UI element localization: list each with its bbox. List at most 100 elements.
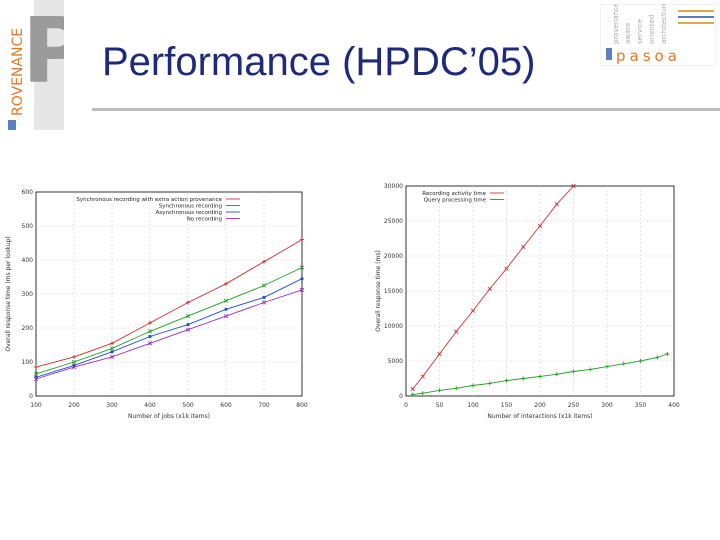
data-point	[261, 283, 267, 288]
x-tick-label: 600	[220, 402, 232, 409]
data-point	[72, 354, 76, 359]
legend-label: Recording activity time	[422, 191, 486, 197]
pasoa-logo-line: aware	[624, 23, 632, 44]
title-divider	[92, 108, 720, 111]
x-tick-label: 100	[467, 402, 479, 409]
data-point	[470, 308, 476, 313]
chart-response-vs-interactions: 0 50 100 150 200 250 300 350 400 0 5000 10000 15000 2…	[375, 183, 680, 420]
logo-big-letter: P	[22, 0, 64, 104]
y-tick-label: 0	[399, 393, 403, 400]
provenance-logo: P ROVENANCE	[0, 0, 64, 130]
x-tick-label: 200	[68, 402, 80, 409]
x-tick-label: 400	[144, 402, 156, 409]
data-point	[537, 223, 543, 229]
data-point	[185, 313, 191, 319]
x-tick-label: 250	[568, 402, 580, 409]
data-point	[299, 265, 305, 270]
y-tick-label: 5000	[388, 358, 403, 365]
y-tick-label: 200	[22, 325, 34, 332]
data-point	[261, 300, 267, 305]
data-point	[504, 378, 509, 383]
data-point	[521, 376, 526, 381]
series-line	[35, 289, 303, 380]
y-tick-label: 100	[22, 359, 34, 366]
y-tick-label: 25000	[384, 218, 403, 225]
data-point	[571, 183, 576, 189]
data-point	[33, 376, 39, 382]
chart-response-vs-jobs: 100 200 300 400 500 600 700 800 0 100 200 300 400 500…	[5, 189, 308, 420]
y-axis-label: Overall response time (ms)	[375, 250, 382, 332]
x-axis-label: Number of jobs (x1k items)	[128, 413, 210, 420]
data-point	[186, 323, 190, 327]
pasoa-name: pasoa	[616, 47, 681, 65]
x-tick-label: 300	[601, 402, 613, 409]
data-point	[224, 281, 228, 286]
data-point	[538, 374, 542, 379]
data-point	[588, 367, 593, 372]
data-point	[262, 295, 266, 299]
data-point	[487, 381, 492, 386]
series-line	[35, 267, 303, 375]
y-tick-label: 600	[22, 189, 34, 196]
data-point	[186, 300, 190, 305]
data-point	[148, 320, 152, 325]
data-point	[300, 237, 304, 242]
data-point	[110, 350, 114, 354]
y-tick-label: 0	[29, 393, 33, 400]
data-point	[487, 286, 492, 292]
data-point	[471, 383, 475, 388]
data-point	[410, 392, 415, 397]
x-tick-label: 400	[668, 402, 680, 409]
x-tick-label: 0	[404, 402, 408, 409]
pasoa-logo-line: oriented	[648, 15, 656, 44]
data-point	[554, 372, 559, 377]
x-tick-label: 50	[436, 402, 444, 409]
legend-label: Asynchronous recording	[156, 210, 222, 216]
data-point	[148, 334, 152, 339]
data-point	[571, 369, 576, 374]
data-point	[223, 298, 229, 303]
series-line	[35, 239, 303, 368]
legend-label: Synchronous recording with extra action …	[76, 197, 222, 203]
data-point	[410, 386, 415, 392]
x-tick-label: 100	[30, 402, 42, 409]
data-point	[299, 287, 305, 293]
x-tick-label: 500	[182, 402, 194, 409]
data-point	[437, 388, 442, 393]
data-point	[33, 371, 39, 377]
pasoa-logo-line: architecture	[660, 4, 668, 44]
slide-title: Performance (HPDC’05)	[102, 40, 536, 84]
data-point	[420, 374, 425, 379]
data-point	[521, 244, 526, 250]
data-point	[34, 365, 38, 370]
data-point	[71, 364, 77, 370]
y-tick-label: 300	[22, 291, 34, 298]
x-tick-label: 200	[534, 402, 546, 409]
data-point	[300, 277, 304, 281]
x-tick-label: 800	[296, 402, 308, 409]
legend-label: No recording	[187, 217, 222, 223]
data-point	[109, 346, 115, 351]
data-point	[605, 364, 609, 369]
data-point	[665, 352, 670, 356]
y-tick-label: 400	[22, 257, 34, 264]
x-tick-label: 150	[501, 402, 513, 409]
data-point	[554, 202, 559, 207]
x-axis-label: Number of interactions (x1k items)	[487, 413, 592, 420]
data-point	[454, 386, 459, 391]
data-point	[224, 307, 228, 311]
pasoa-logo-line: provenance	[612, 4, 620, 44]
data-point	[655, 355, 660, 360]
data-point	[109, 354, 115, 360]
y-tick-label: 30000	[384, 183, 403, 190]
logo-word: ROVENANCE	[10, 28, 26, 116]
data-point	[185, 327, 191, 332]
data-point	[110, 341, 114, 346]
data-point	[71, 359, 77, 365]
x-tick-label: 350	[635, 402, 647, 409]
y-tick-label: 20000	[384, 253, 403, 260]
data-point	[621, 361, 626, 366]
data-point	[437, 351, 442, 357]
x-tick-label: 300	[106, 402, 118, 409]
data-point	[420, 391, 425, 396]
